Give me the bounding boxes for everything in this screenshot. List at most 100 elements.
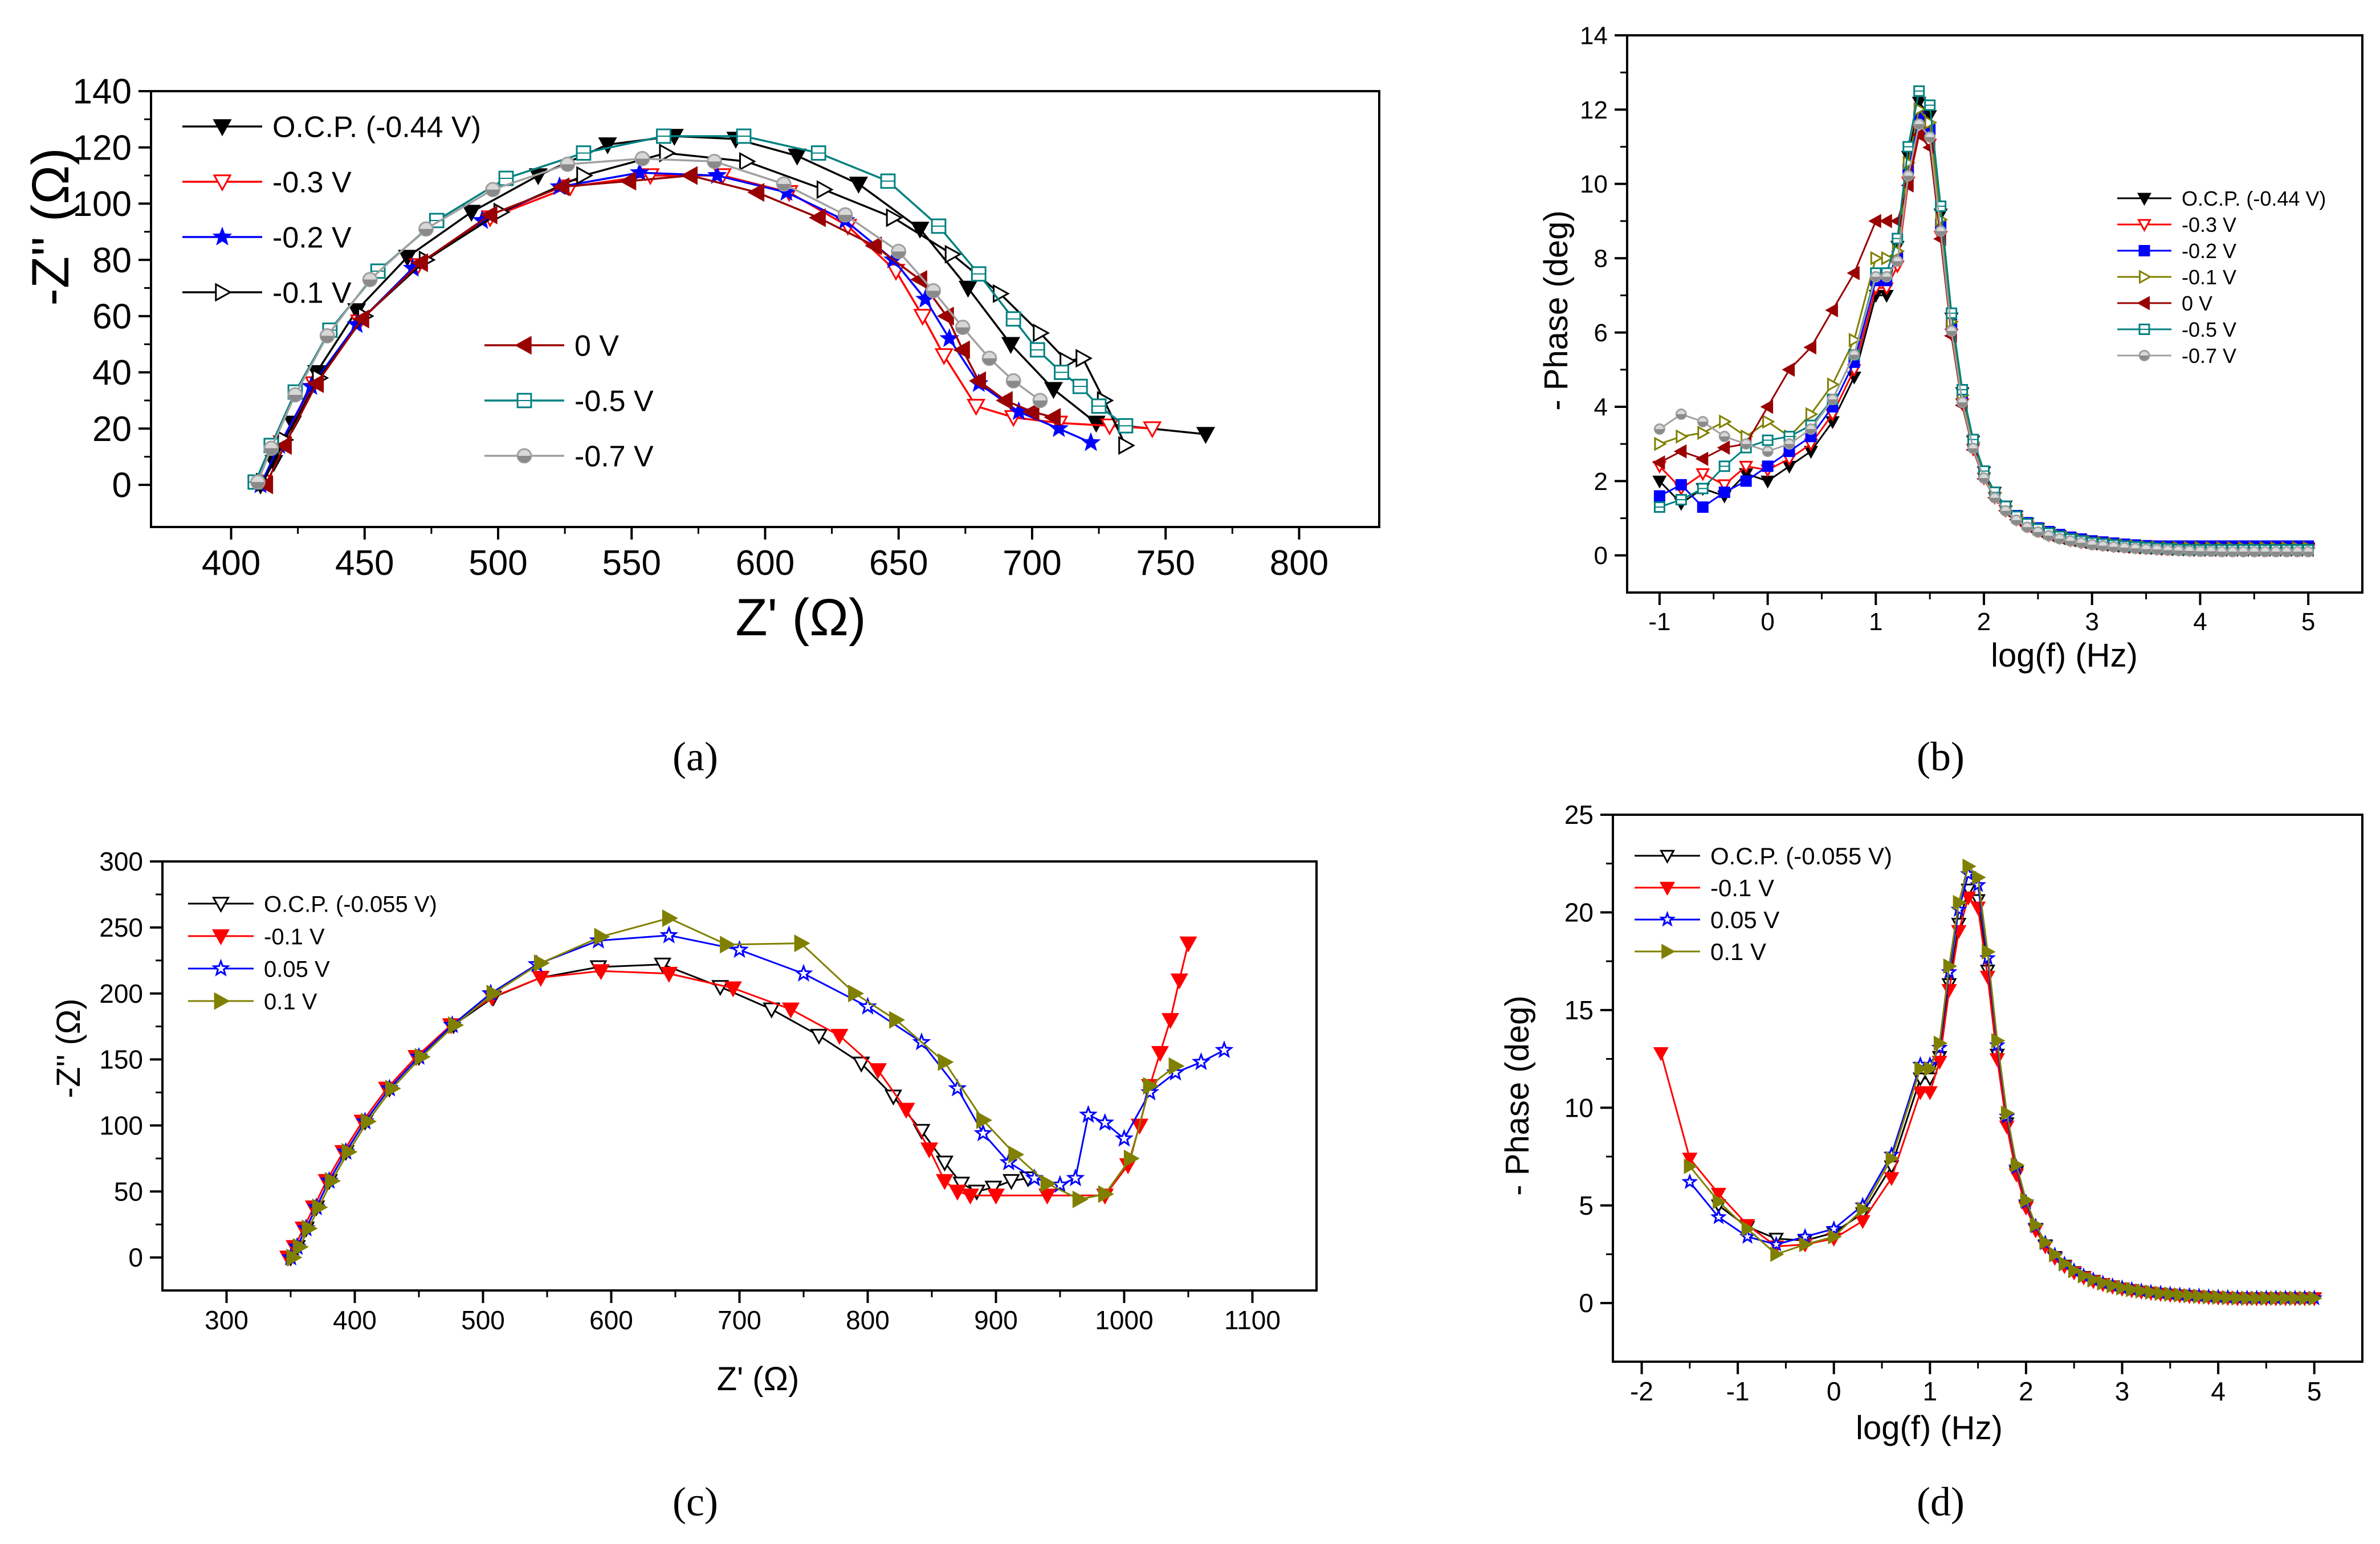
data-point-c (830, 1028, 849, 1045)
legend-label-b: -0.1 V (2182, 265, 2236, 289)
y-tick-label-c: 300 (99, 847, 143, 876)
data-point-c (361, 1112, 377, 1130)
legend-marker-b (2139, 269, 2152, 284)
data-point-b (1652, 475, 1667, 489)
y-tick-label-c: 50 (114, 1177, 143, 1206)
legend-marker-a (215, 283, 233, 302)
legend-marker-d (1658, 910, 1676, 927)
series-a-5 (247, 128, 1134, 490)
data-point-d (1914, 1061, 1929, 1077)
data-point-d (1943, 958, 1958, 974)
data-point-a (1086, 415, 1106, 433)
y-tick-label-c: 200 (99, 979, 143, 1008)
legend-entry-b: O.C.P. (-0.44 V) (2117, 187, 2326, 210)
y-tick-label-b: 2 (1594, 468, 1608, 496)
data-point-b (1697, 501, 1709, 513)
legend-entry-a: 0 V (484, 330, 619, 363)
data-point-b (1740, 475, 1752, 487)
data-point-b (1868, 214, 1881, 228)
data-point-c (448, 1016, 464, 1034)
legend-entry-c: O.C.P. (-0.055 V) (188, 892, 437, 917)
legend-entry-b: -0.7 V (2117, 344, 2236, 367)
x-tick-label-c: 600 (589, 1305, 633, 1335)
x-tick-label-b: 1 (1869, 608, 1882, 636)
data-point-c (810, 1028, 828, 1045)
data-point-c (659, 925, 679, 943)
x-tick-label-b: 0 (1760, 608, 1774, 636)
y-tick-label-a: 20 (92, 410, 132, 449)
data-point-d (2116, 1280, 2130, 1296)
data-point-c (984, 1181, 1002, 1197)
plot-frame-d (1612, 814, 2363, 1363)
data-point-d (2154, 1285, 2169, 1301)
data-point-a (1196, 427, 1216, 444)
series-a-0 (251, 129, 1216, 495)
plot-frame-c (161, 860, 1318, 1292)
data-point-d (2289, 1290, 2304, 1306)
data-point-d (1979, 970, 1996, 985)
data-point-a (969, 371, 986, 390)
data-point-d (1713, 1194, 1727, 1210)
data-point-d (2279, 1290, 2294, 1306)
data-point-d (2269, 1290, 2284, 1306)
legend-entry-b: -0.5 V (2117, 318, 2236, 341)
data-point-c (486, 985, 503, 1003)
data-point-c (1050, 1175, 1070, 1193)
data-point-c (341, 1143, 358, 1161)
y-axis-label-c: -Z'' (Ω) (50, 999, 87, 1098)
series-line-a-5 (254, 135, 1126, 483)
data-point-c (592, 964, 610, 981)
data-point-c (730, 940, 749, 958)
series-c-1 (279, 936, 1197, 1267)
data-point-a (809, 208, 826, 227)
data-point-d (1768, 1236, 1785, 1252)
legend-label-c: 0.1 V (264, 989, 317, 1014)
data-point-d (1653, 1047, 1669, 1061)
data-point-d (1924, 1061, 1938, 1077)
x-tick-label-c: 1100 (1224, 1305, 1281, 1335)
series-a-4 (256, 166, 1061, 495)
data-point-c (1079, 1105, 1098, 1123)
legend-entry-c: -0.1 V (188, 924, 325, 949)
data-point-d (2174, 1287, 2188, 1303)
data-point-c (532, 970, 550, 987)
data-point-b (1924, 115, 1938, 130)
data-point-d (1770, 1246, 1784, 1262)
legend-marker-c (211, 958, 230, 977)
legend-marker-b (2137, 219, 2152, 232)
legend-marker-c (214, 992, 230, 1010)
data-point-b (1695, 451, 1709, 466)
data-point-c (1008, 1145, 1025, 1163)
legend-label-d: 0.1 V (1710, 938, 1766, 965)
data-point-c (976, 1111, 993, 1129)
data-point-a (598, 137, 617, 154)
data-point-a (659, 144, 676, 163)
data-point-d (2193, 1288, 2207, 1304)
data-point-c (869, 1063, 887, 1080)
series-c-3 (286, 909, 1185, 1267)
data-point-c (1215, 1040, 1234, 1059)
y-tick-label-a: 100 (73, 185, 132, 224)
data-point-d (1991, 1033, 2006, 1049)
data-point-b (1719, 414, 1732, 429)
data-point-a (816, 180, 834, 199)
legend-label-a: -0.2 V (272, 222, 352, 255)
legend-entry-a: O.C.P. (-0.44 V) (182, 111, 481, 144)
series-line-c-0 (290, 963, 1029, 1258)
data-point-d (2202, 1289, 2217, 1305)
series-line-a-0 (259, 135, 1206, 485)
data-point-d (1912, 1086, 1929, 1100)
data-point-c (889, 1011, 906, 1029)
series-line-a-3 (262, 152, 1127, 483)
data-point-a (1033, 323, 1050, 343)
plot-frame-b (1626, 34, 2363, 594)
data-point-a (480, 205, 498, 224)
data-point-c (781, 1002, 800, 1019)
data-point-a (996, 391, 1013, 410)
data-point-d (1962, 858, 1976, 875)
series-line-c-2 (290, 934, 1225, 1258)
data-point-d (1922, 1072, 1938, 1086)
series-a-6 (250, 151, 1048, 490)
data-point-a (747, 183, 765, 202)
